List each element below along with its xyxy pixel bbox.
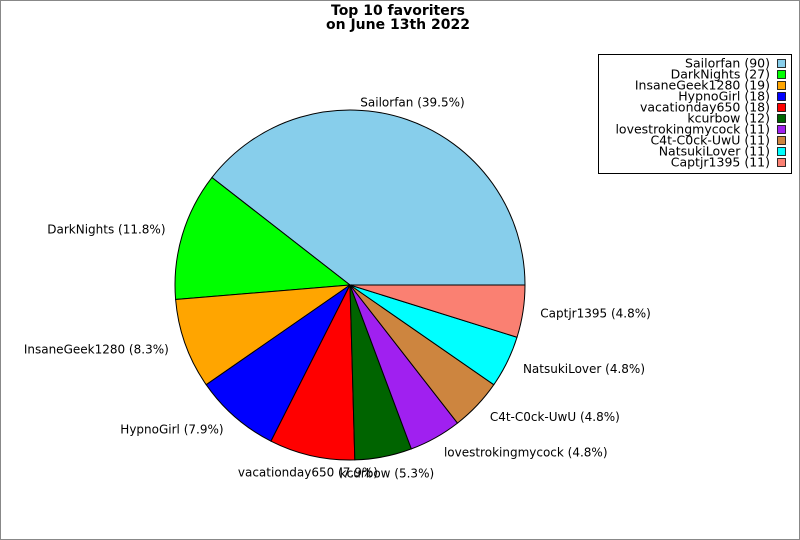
slice-label: Sailorfan (39.5%): [360, 95, 464, 109]
chart-subtitle: on June 13th 2022: [326, 17, 470, 33]
pie-slice: [175, 284, 352, 386]
pie-slice: [211, 109, 526, 286]
legend-label: DarkNights (27): [671, 67, 770, 82]
legend-swatch: [777, 59, 786, 68]
pie-slice: [349, 284, 526, 338]
legend-swatch: [777, 103, 786, 112]
legend-swatch: [777, 114, 786, 123]
legend-label: Captjr1395 (11): [671, 155, 770, 170]
legend-swatch: [777, 136, 786, 145]
slice-label: Captjr1395 (4.8%): [540, 307, 651, 321]
legend-swatch: [777, 70, 786, 79]
legend-label: InsaneGeek1280 (19): [635, 78, 770, 93]
legend-swatch: [777, 147, 786, 156]
slice-label: InsaneGeek1280 (8.3%): [24, 343, 169, 357]
legend-label: Sailorfan (90): [685, 56, 770, 71]
legend-label: C4t-C0ck-UwU (11): [650, 133, 770, 148]
slice-label: C4t-C0ck-UwU (4.8%): [490, 410, 620, 424]
slice-label: NatsukiLover (4.8%): [523, 362, 645, 376]
pie-slice: [174, 176, 352, 300]
legend-label: kcurbow (12): [687, 111, 770, 126]
legend-swatch: [777, 92, 786, 101]
slice-label: vacationday650 (7.9%): [238, 465, 378, 479]
legend-label: HypnoGirl (18): [678, 89, 770, 104]
legend-swatch: [777, 125, 786, 134]
chart-title: Top 10 favoriters: [331, 3, 465, 19]
slice-label: DarkNights (11.8%): [47, 223, 165, 237]
legend-box: [598, 54, 792, 174]
legend-swatch: [777, 158, 786, 167]
legend-swatch: [777, 81, 786, 90]
legend-label: lovestrokingmycock (11): [615, 122, 770, 137]
slice-label: lovestrokingmycock (4.8%): [444, 446, 608, 460]
slice-label: kcurbow (5.3%): [340, 466, 435, 480]
legend-label: vacationday650 (18): [640, 100, 770, 115]
legend-label: NatsukiLover (11): [659, 144, 770, 159]
slice-label: HypnoGirl (7.9%): [120, 423, 223, 437]
